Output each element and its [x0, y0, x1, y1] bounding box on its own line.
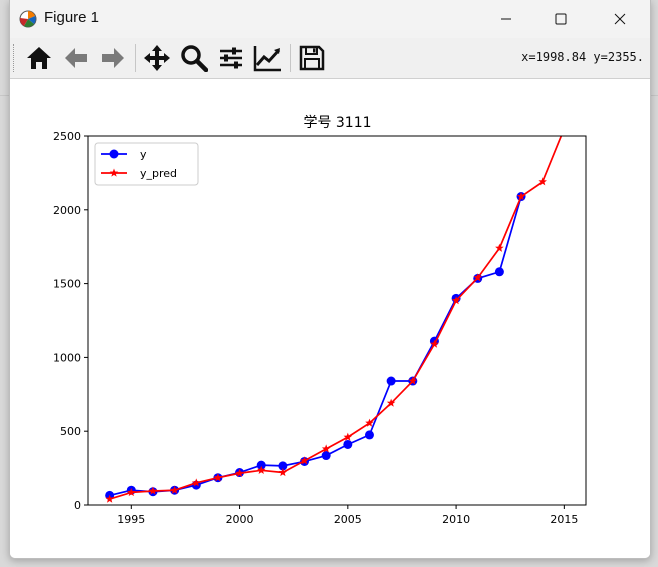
data-point-y [278, 461, 288, 471]
y-tick-label: 500 [60, 425, 81, 438]
data-point-y [256, 460, 266, 470]
back-button[interactable] [59, 41, 93, 75]
data-point-y-pred [430, 339, 439, 348]
data-point-y [364, 430, 374, 440]
data-point-y-pred [538, 177, 547, 186]
x-tick-label: 2000 [226, 513, 254, 526]
legend-label-y-pred: y_pred [140, 167, 177, 180]
data-point-y [343, 439, 353, 449]
maximize-icon [555, 13, 567, 25]
axes-frame [87, 135, 587, 506]
data-point-y-pred [300, 456, 309, 465]
matplotlib-logo-icon [19, 10, 37, 28]
maximize-button[interactable] [537, 0, 585, 38]
figure-canvas[interactable]: 学号 3111 1995 2000 2005 2010 2015 0 500 1000 1500… [10, 79, 650, 558]
x-tick-label: 2015 [550, 513, 578, 526]
data-point-y [494, 267, 504, 277]
legend-marker-y [109, 149, 119, 159]
data-point-y-pred [256, 465, 266, 474]
figure-window: Figure 1 [9, 0, 651, 559]
window-title: Figure 1 [44, 9, 100, 26]
toolbar-separator [290, 44, 291, 72]
home-icon [27, 47, 51, 69]
series-line-y [109, 196, 522, 497]
data-point-y-pred [278, 468, 288, 477]
pan-icon [144, 45, 170, 71]
legend-marker-y-pred [109, 168, 119, 177]
chart-title: 学号 3111 [303, 115, 371, 131]
subplots-button[interactable] [214, 41, 248, 75]
pan-button[interactable] [140, 41, 174, 75]
toolbar-grip [13, 44, 16, 72]
data-point-y-pred [343, 432, 353, 441]
data-point-y-pred [495, 243, 504, 252]
data-point-y-pred [516, 192, 526, 201]
minimize-button[interactable] [482, 0, 530, 38]
save-button[interactable] [295, 41, 329, 75]
line-chart[interactable]: 学号 3111 1995 2000 2005 2010 2015 0 500 1000 1500… [10, 79, 650, 558]
data-point-y-pred [451, 296, 461, 305]
legend-label-y: y [140, 148, 147, 161]
y-tick-label: 1000 [53, 351, 81, 364]
data-point-y-pred [105, 494, 114, 503]
series-line-y-pred [109, 136, 563, 500]
y-tick-label: 2000 [53, 204, 81, 217]
close-button[interactable] [596, 0, 644, 38]
data-point-y-pred [191, 478, 201, 487]
data-point-y [386, 376, 396, 386]
forward-icon [102, 48, 124, 68]
data-point-y-pred [148, 486, 158, 495]
x-tick-label: 2005 [334, 513, 362, 526]
cursor-coordinates: x=1998.84 y=2355. [521, 50, 644, 64]
y-tick-label: 1500 [53, 278, 81, 291]
forward-button[interactable] [96, 41, 130, 75]
data-point-y-pred [170, 485, 179, 494]
data-point-y-pred [408, 376, 418, 385]
toolbar-separator [135, 44, 136, 72]
minimize-icon [501, 18, 511, 20]
zoom-button[interactable] [177, 41, 211, 75]
data-point-y [321, 451, 331, 461]
y-tick-label: 0 [74, 499, 81, 512]
data-point-y-pred [321, 444, 331, 453]
close-icon [614, 13, 626, 25]
back-icon [65, 48, 87, 68]
subplots-icon [220, 47, 242, 69]
zoom-icon [181, 45, 208, 72]
title-bar[interactable]: Figure 1 [10, 0, 650, 38]
data-point-y-pred [386, 398, 396, 407]
home-button[interactable] [22, 41, 56, 75]
save-icon [299, 45, 325, 71]
x-tick-label: 2010 [442, 513, 470, 526]
data-point-y-pred [213, 473, 223, 482]
data-point-y-pred [365, 418, 374, 427]
data-point-y-pred [560, 124, 569, 132]
customize-icon [253, 46, 281, 72]
data-point-y-pred [127, 487, 136, 497]
data-point-y-pred [235, 468, 244, 477]
y-tick-label: 2500 [53, 130, 81, 143]
customize-button[interactable] [251, 41, 285, 75]
data-point-y-pred [473, 273, 483, 282]
x-tick-label: 1995 [117, 513, 145, 526]
navigation-toolbar: x=1998.84 y=2355. [10, 38, 650, 79]
